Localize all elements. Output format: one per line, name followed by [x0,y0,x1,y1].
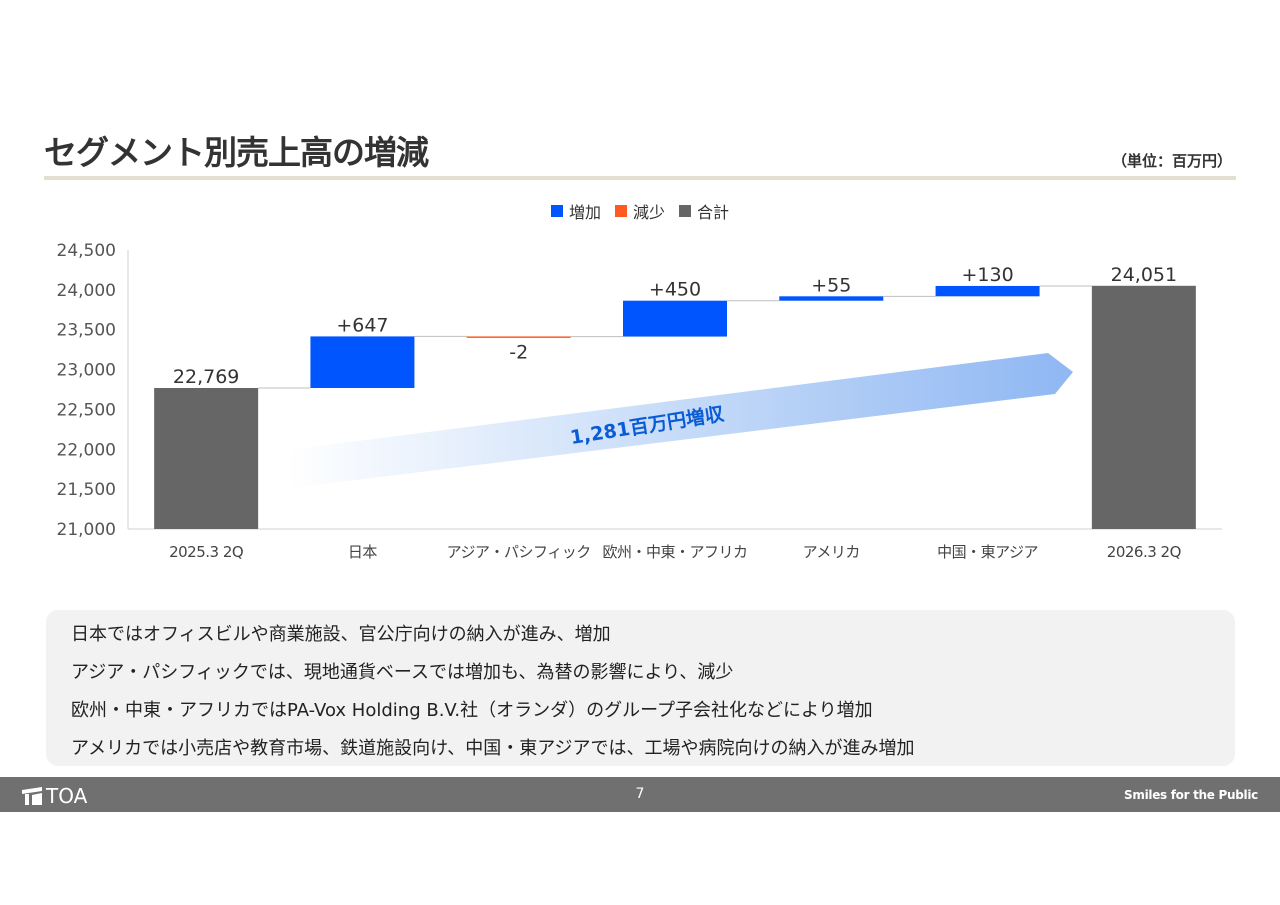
growth-arrow [287,353,1073,488]
bar-increase [935,285,1040,297]
page-number: 7 [635,786,645,802]
footer-bar: TOA 7 Smiles for the Public [0,777,1280,812]
comment-asia-pacific: アジア・パシフィックでは、現地通貨ベースでは増加も、為替の影響により、減少 [71,662,734,683]
y-axis: 21,000 21,500 22,000 22,500 23,000 23,500 24,0… [57,241,1222,540]
legend-label-total: 合計 [697,203,730,222]
unit-label: （単位：百万円） [1111,152,1232,170]
page-title: セグメント別売上高の増減 [44,133,429,172]
x-tick-label: 2025.3 2Q [169,543,243,561]
legend-item-total: 合計 [679,199,729,223]
y-tick-label: 21,500 [57,480,116,500]
footer-tagline: Smiles for the Public [1124,788,1258,802]
connector-lines [258,285,1092,389]
comment-emea: 欧州・中東・アフリカではPA-Vox Holding B.V.社（オランダ）のグ… [71,700,873,721]
data-label: -2 [509,342,528,364]
legend-label-decrease: 減少 [632,203,665,222]
x-tick-label: 日本 [348,543,378,561]
bar-increase [623,300,727,337]
y-tick-label: 21,000 [57,520,116,540]
legend-swatch-total [679,205,691,217]
x-tick-label: 2026.3 2Q [1107,543,1181,561]
x-tick-label: アジア・パシフィック [447,543,591,561]
waterfall-chart: 1,281百万円増収 21,00021,50022,00022,50023,00… [57,241,1222,561]
legend-item-decrease: 減少 [614,199,665,223]
legend-item-increase: 増加 [550,199,601,223]
data-label: +450 [649,279,701,301]
data-label: +55 [811,274,851,296]
data-label: 24,051 [1111,264,1177,286]
data-label: +647 [336,314,388,336]
bar-increase [310,336,415,388]
y-tick-label: 24,500 [57,241,116,261]
chart-legend: 増加 減少 合計 [0,199,1280,223]
data-label: +130 [961,264,1013,286]
bar-total [1091,285,1196,529]
y-tick-label: 23,000 [57,361,116,381]
y-tick-label: 22,500 [57,400,116,420]
comment-japan: 日本ではオフィスビルや商業施設、官公庁向けの納入が進み、増加 [71,624,611,645]
data-labels: 22,769 +647 -2 +450 +55 +130 24,051 [173,264,1177,388]
logo-text: TOA [46,784,88,808]
y-tick-label: 22,000 [57,440,116,460]
y-tick-label: 23,500 [57,321,116,341]
bar-total [154,387,259,529]
y-tick-label: 24,000 [57,281,116,301]
bars [154,285,1196,529]
commentary-box: 日本ではオフィスビルや商業施設、官公庁向けの納入が進み、増加 アジア・パシフィッ… [46,610,1235,766]
legend-label-increase: 増加 [568,203,601,222]
x-tick-label: 中国・東アジア [937,543,1038,561]
comment-americas-china: アメリカでは小売店や教育市場、鉄道施設向け、中国・東アジアでは、工場や病院向けの… [71,738,915,759]
bar-decrease [466,336,571,338]
x-axis: 2025.3 2Q 日本 アジア・パシフィック 欧州・中東・アフリカ アメリカ 中国・東ア… [169,543,1181,561]
legend-swatch-decrease [614,205,627,217]
data-label: 22,769 [173,366,239,388]
x-tick-label: アメリカ [803,543,860,561]
title-divider [44,176,1236,180]
toa-logo: TOA [22,784,87,808]
legend-swatch-increase [550,205,563,217]
bar-increase [779,296,884,301]
toa-logo-icon [22,787,42,805]
x-tick-label: 欧州・中東・アフリカ [602,543,747,561]
